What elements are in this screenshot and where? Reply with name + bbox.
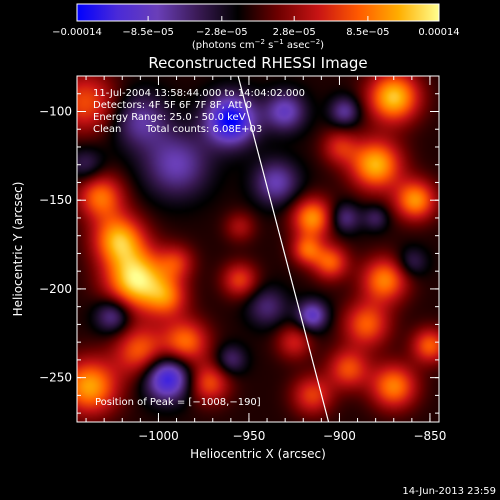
colorbar-tick-label: −0.00014 bbox=[52, 27, 102, 38]
annotation-block: 11-Jul-2004 13:58:44.000 to 14:04:02.000… bbox=[93, 88, 305, 408]
solar-limb-line bbox=[237, 76, 330, 422]
x-tick-label: −850 bbox=[413, 429, 446, 443]
axis-ticks: −1000 −950 −900 −850 −250 −200 −150 −100 bbox=[39, 75, 446, 443]
plot-frame bbox=[76, 75, 440, 423]
colorbar-tick-label: 8.5e−05 bbox=[346, 27, 389, 38]
annotation-time-range: 11-Jul-2004 13:58:44.000 to 14:04:02.000 bbox=[93, 88, 305, 99]
x-tick-label: −950 bbox=[232, 429, 265, 443]
y-tick-label: −200 bbox=[39, 282, 72, 296]
chart-title: Reconstructed RHESSI Image bbox=[148, 54, 367, 72]
annotation-energy-range: Energy Range: 25.0 - 50.0 keV bbox=[93, 112, 246, 123]
colorbar-tick-label: −8.5e−05 bbox=[122, 27, 174, 38]
y-axis-label: Heliocentric Y (arcsec) bbox=[11, 182, 25, 317]
x-axis-label: Heliocentric X (arcsec) bbox=[190, 447, 326, 461]
y-tick-label: −250 bbox=[39, 371, 72, 385]
y-tick-label: −150 bbox=[39, 193, 72, 207]
annotation-detectors: Detectors: 4F 5F 6F 7F 8F, Att 0 bbox=[93, 100, 252, 111]
colorbar-tick-label: 2.8e−05 bbox=[273, 27, 316, 38]
annotation-peak-position: Position of Peak = [−1008,−190] bbox=[95, 397, 261, 408]
footer-timestamp: 14-Jun-2013 23:59 bbox=[402, 486, 496, 497]
colorbar bbox=[76, 3, 440, 22]
colorbar-tick-label: 0.00014 bbox=[418, 27, 459, 38]
annotation-clean: Clean bbox=[93, 124, 121, 135]
colorbar-ticks: −0.00014 −8.5e−05 −2.8e−05 2.8e−05 8.5e−05 0.… bbox=[52, 16, 460, 38]
colorbar-units: (photons cm−2 s−1 asec−2) bbox=[192, 38, 324, 51]
x-tick-label: −1000 bbox=[138, 429, 179, 443]
heatmap-image bbox=[77, 76, 439, 422]
y-tick-label: −100 bbox=[39, 104, 72, 118]
colorbar-tick-label: −2.8e−05 bbox=[196, 27, 248, 38]
x-tick-label: −900 bbox=[323, 429, 356, 443]
annotation-total-counts: Total counts: 6.08E+03 bbox=[145, 124, 262, 135]
